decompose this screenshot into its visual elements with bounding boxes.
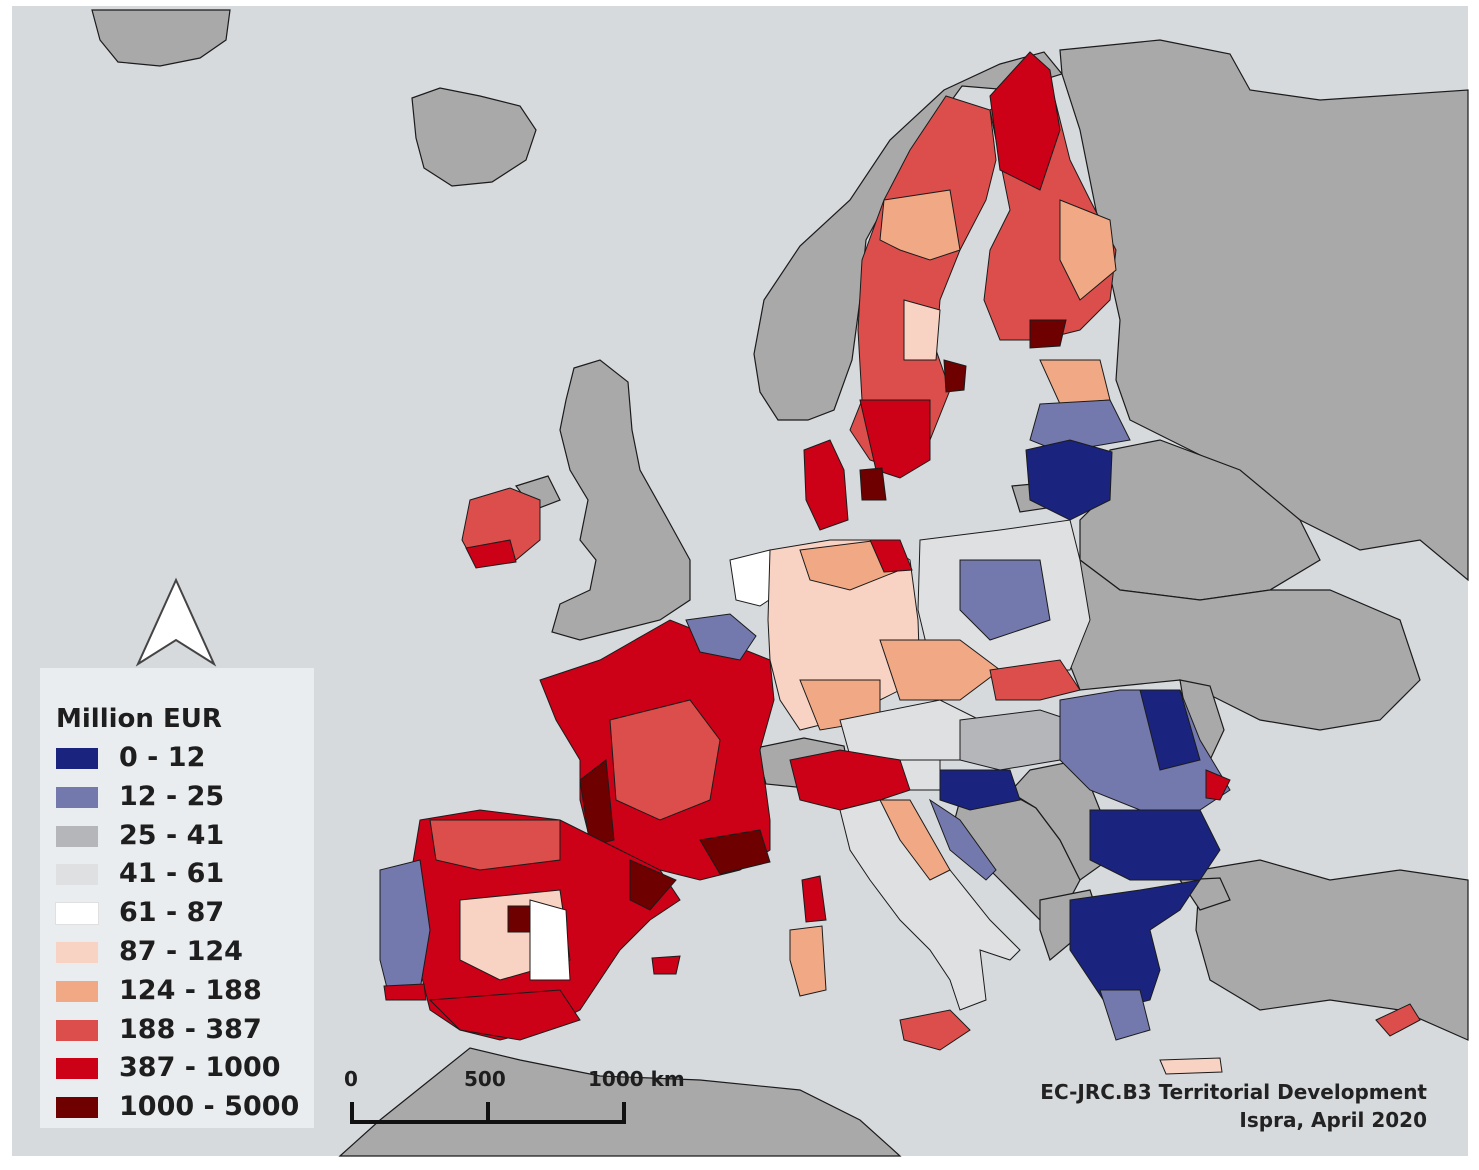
region-italy-adriatic bbox=[879, 799, 951, 881]
region-corsica bbox=[801, 875, 827, 923]
region-bulgaria bbox=[1089, 809, 1221, 881]
region-france-southwest bbox=[579, 759, 615, 847]
legend-label: 12 - 25 bbox=[119, 780, 225, 812]
legend-swatch bbox=[56, 1097, 98, 1119]
region-denmark bbox=[803, 439, 849, 531]
region-finland-lapland bbox=[989, 51, 1061, 191]
legend-swatch bbox=[56, 748, 98, 769]
region-sweden-central bbox=[879, 189, 961, 261]
region-stockholm bbox=[943, 359, 967, 393]
legend-label: 25 - 41 bbox=[119, 819, 225, 851]
legend: Million EUR 0 - 12 12 - 25 25 - 41 41 - 61 6… bbox=[40, 668, 314, 1128]
region-helsinki bbox=[1029, 319, 1067, 349]
region-peloponnese bbox=[1099, 989, 1151, 1041]
region-greece bbox=[1069, 879, 1202, 1011]
non-eu-land bbox=[91, 9, 1469, 1157]
region-germany-northeast bbox=[869, 539, 913, 573]
region-france-central bbox=[609, 699, 721, 821]
region-romania-east bbox=[1139, 689, 1201, 771]
region-belgium bbox=[685, 613, 757, 661]
great-britain bbox=[551, 359, 691, 641]
turkey bbox=[1195, 859, 1469, 1041]
legend-label: 188 - 387 bbox=[119, 1013, 262, 1045]
region-finland-east bbox=[1059, 199, 1117, 301]
region-cyprus bbox=[1375, 1003, 1421, 1037]
ukraine bbox=[1059, 558, 1421, 731]
north-arrow-icon bbox=[135, 577, 217, 667]
scale-label-0: 0 bbox=[344, 1067, 358, 1091]
legend-label: 87 - 124 bbox=[119, 936, 243, 967]
greenland bbox=[91, 9, 231, 67]
region-sweden-mid bbox=[903, 299, 941, 361]
legend-title: Million EUR bbox=[56, 704, 222, 734]
legend-label: 387 - 1000 bbox=[119, 1052, 281, 1084]
scale-label-1000: 1000 km bbox=[588, 1067, 685, 1091]
scale-bar bbox=[350, 1102, 626, 1124]
region-croatia bbox=[939, 769, 1021, 811]
region-spain-north bbox=[429, 819, 561, 871]
legend-swatch bbox=[56, 1019, 98, 1041]
region-poland-central bbox=[959, 559, 1051, 641]
region-hungary bbox=[959, 709, 1071, 771]
region-andalusia bbox=[428, 989, 581, 1041]
region-ireland-south bbox=[465, 539, 517, 569]
legend-swatch bbox=[56, 942, 98, 963]
region-algarve bbox=[383, 983, 427, 1001]
region-balearics bbox=[651, 955, 681, 975]
region-copenhagen bbox=[859, 467, 887, 501]
region-catalonia bbox=[629, 859, 677, 911]
region-sweden-south bbox=[859, 399, 931, 479]
legend-label: 1000 - 5000 bbox=[119, 1091, 300, 1123]
legend-swatch bbox=[56, 980, 98, 1002]
eu-nuts3-regions bbox=[379, 51, 1421, 1075]
legend-swatch bbox=[55, 902, 99, 926]
region-croatia-coast bbox=[928, 798, 997, 881]
credit-line2: Ispra, April 2020 bbox=[1239, 1108, 1427, 1132]
legend-label: 61 - 87 bbox=[119, 897, 225, 929]
legend-label: 124 - 188 bbox=[119, 974, 262, 1006]
iceland bbox=[411, 87, 537, 187]
region-czechia bbox=[879, 639, 1001, 701]
legend-label: 0 - 12 bbox=[119, 742, 206, 773]
region-france-southeast bbox=[699, 829, 771, 875]
north-africa bbox=[338, 1047, 902, 1157]
credit: EC-JRC.B3 Territorial Development Ispra,… bbox=[1040, 1078, 1427, 1134]
region-latvia bbox=[1029, 399, 1131, 453]
legend-swatch bbox=[56, 825, 98, 847]
region-sicily bbox=[899, 1009, 971, 1051]
scale-label-500: 500 bbox=[464, 1067, 506, 1091]
region-sardinia bbox=[789, 925, 827, 997]
legend-label: 41 - 61 bbox=[119, 858, 225, 890]
region-madrid bbox=[507, 905, 531, 933]
region-lithuania bbox=[1025, 439, 1113, 521]
legend-swatch bbox=[56, 786, 98, 808]
region-slovakia bbox=[989, 659, 1081, 701]
credit-line1: EC-JRC.B3 Territorial Development bbox=[1040, 1080, 1427, 1104]
region-constanta bbox=[1205, 769, 1231, 801]
region-spain-east-interior bbox=[529, 899, 571, 981]
legend-swatch bbox=[56, 1058, 98, 1080]
region-italy-north bbox=[789, 749, 911, 811]
legend-swatch bbox=[56, 864, 98, 886]
region-crete bbox=[1159, 1057, 1223, 1075]
